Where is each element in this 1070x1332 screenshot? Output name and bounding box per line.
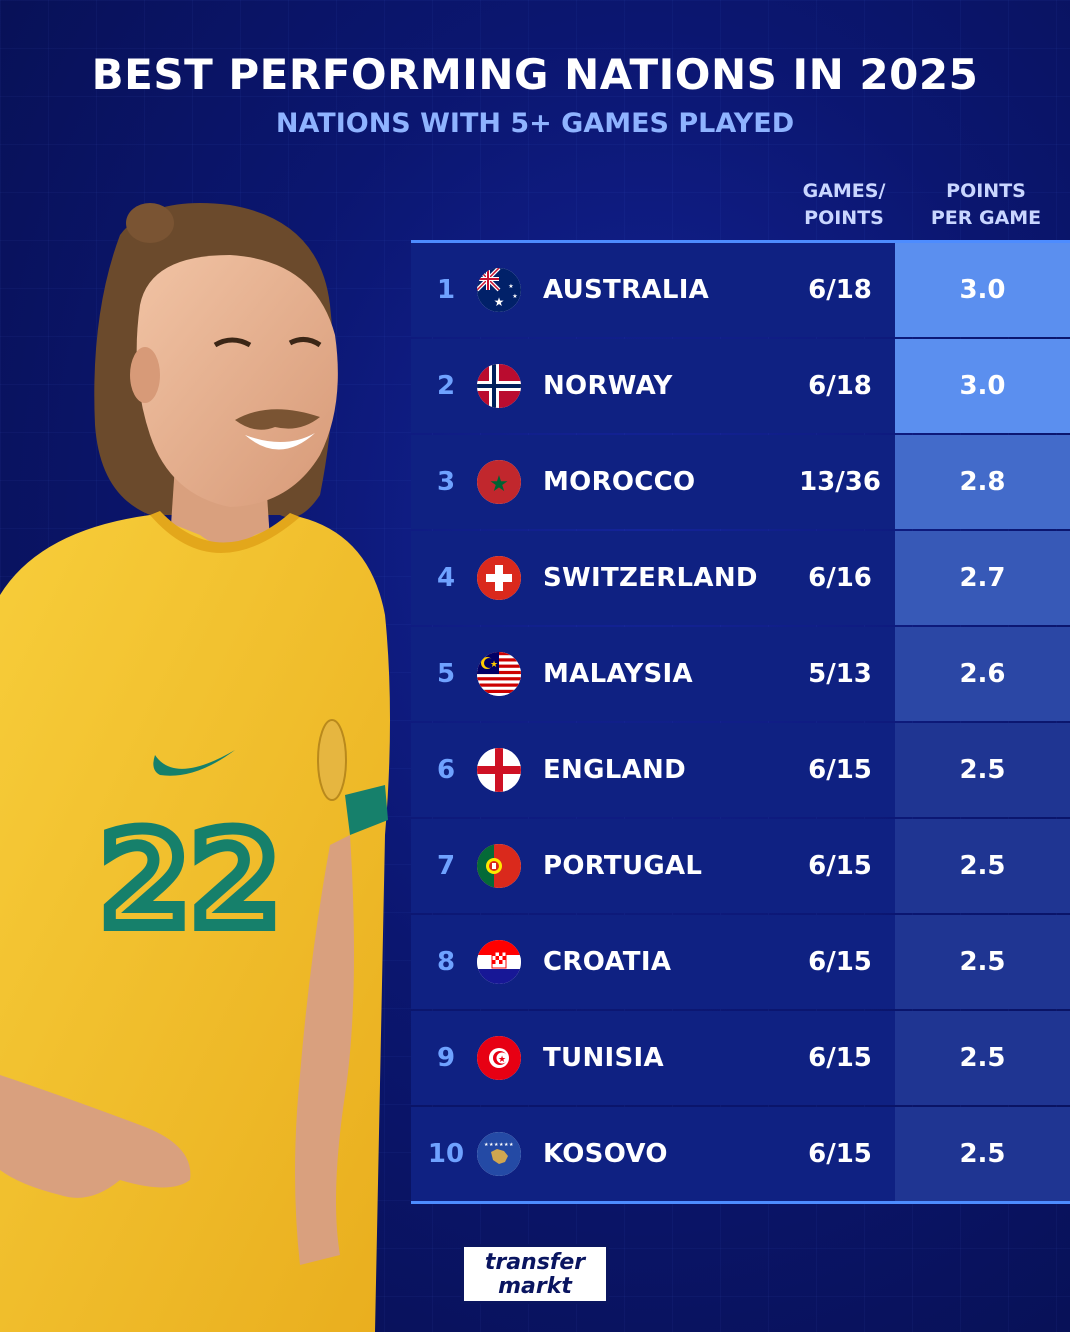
table-row-tunisia: 9 ★ TUNISIA 6/15 2.5 [411,1011,1070,1105]
nation-name: NORWAY [543,371,673,401]
points-per-game-value: 2.5 [895,1107,1070,1201]
rank: 8 [436,947,456,977]
games-points-value: 6/15 [808,755,872,785]
rank: 9 [436,1043,456,1073]
rank: 10 [427,1139,465,1169]
svg-text:★: ★ [498,1055,506,1065]
rank: 3 [436,467,456,497]
nation-name: CROATIA [543,947,672,977]
table-row-malaysia: 5 ★ MALAYSIA 5/13 2.6 [411,627,1070,721]
nation-name: PORTUGAL [543,851,703,881]
games-points-value: 6/15 [808,1139,872,1169]
points-per-game-value: 2.6 [895,627,1070,721]
nation-name: MOROCCO [543,467,696,497]
games-points-value: 6/15 [808,1043,872,1073]
page-subtitle: NATIONS WITH 5+ GAMES PLAYED [275,108,795,139]
rank: 4 [436,563,456,593]
page-title: BEST PERFORMING NATIONS IN 2025 [91,50,979,99]
norway-flag-icon [477,364,521,408]
games-points-value: 6/18 [808,275,872,305]
svg-text:★: ★ [508,283,513,290]
points-per-game-value: 2.5 [895,819,1070,913]
shirt-number: 22 [100,804,281,956]
table-row-portugal: 7 PORTUGAL 6/15 2.5 [411,819,1070,913]
svg-text:★: ★ [494,295,505,309]
svg-text:★★★★★★: ★★★★★★ [484,1142,514,1148]
australia-flag-icon: ★ ★ ★ [477,268,521,312]
rankings-table: 1 ★ ★ ★ AUSTRALIA 6/18 3.0 2 NORWAY 6/18 3.0 3 ★ MORO… [411,240,1070,1204]
rank: 7 [436,851,456,881]
malaysia-flag-icon: ★ [477,652,521,696]
switzerland-flag-icon [477,556,521,600]
rank: 6 [436,755,456,785]
kosovo-flag-icon: ★★★★★★ [477,1132,521,1176]
nation-name: AUSTRALIA [543,275,710,305]
rank: 5 [436,659,456,689]
croatia-flag-icon [477,940,521,984]
nation-name: TUNISIA [543,1043,664,1073]
table-row-england: 6 ENGLAND 6/15 2.5 [411,723,1070,817]
points-per-game-value: 2.5 [895,723,1070,817]
svg-text:★: ★ [489,472,509,497]
rank: 2 [436,371,456,401]
nation-name: ENGLAND [543,755,686,785]
column-header-ppg-line2: PER GAME [930,207,1042,229]
points-per-game-value: 3.0 [895,339,1070,433]
points-per-game-value: 2.5 [895,915,1070,1009]
player-illustration: 22 [0,203,390,1332]
england-flag-icon [477,748,521,792]
games-points-value: 6/15 [808,851,872,881]
points-per-game-value: 2.7 [895,531,1070,625]
rank: 1 [436,275,456,305]
column-header-games-points-line1: GAMES/ [802,180,886,202]
points-per-game-value: 3.0 [895,243,1070,337]
column-header-games-points-line2: POINTS [804,207,884,229]
svg-text:★: ★ [490,660,498,670]
points-per-game-value: 2.8 [895,435,1070,529]
tunisia-flag-icon: ★ [477,1036,521,1080]
points-per-game-value: 2.5 [895,1011,1070,1105]
nation-name: MALAYSIA [543,659,693,689]
games-points-value: 5/13 [808,659,872,689]
logo-line1: transfer [484,1250,586,1275]
games-points-value: 6/18 [808,371,872,401]
games-points-value: 13/36 [799,467,881,497]
table-row-croatia: 8 CROATIA 6/15 2.5 [411,915,1070,1009]
table-row-morocco: 3 ★ MOROCCO 13/36 2.8 [411,435,1070,529]
column-header-games-points: GAMES/ POINTS [790,178,898,232]
table-row-australia: 1 ★ ★ ★ AUSTRALIA 6/18 3.0 [411,243,1070,337]
table-row-norway: 2 NORWAY 6/18 3.0 [411,339,1070,433]
table-row-switzerland: 4 SWITZERLAND 6/16 2.7 [411,531,1070,625]
nation-name: SWITZERLAND [543,563,758,593]
portugal-flag-icon [477,844,521,888]
games-points-value: 6/16 [808,563,872,593]
morocco-flag-icon: ★ [477,460,521,504]
logo-line2: markt [498,1274,572,1299]
transfermarkt-logo: transfer markt [461,1244,609,1304]
nation-name: KOSOVO [543,1139,668,1169]
games-points-value: 6/15 [808,947,872,977]
column-header-ppg-line1: POINTS [946,180,1026,202]
table-row-kosovo: 10 ★★★★★★ KOSOVO 6/15 2.5 [411,1107,1070,1204]
svg-text:★: ★ [512,293,517,300]
column-header-points-per-game: POINTS PER GAME [915,178,1057,232]
